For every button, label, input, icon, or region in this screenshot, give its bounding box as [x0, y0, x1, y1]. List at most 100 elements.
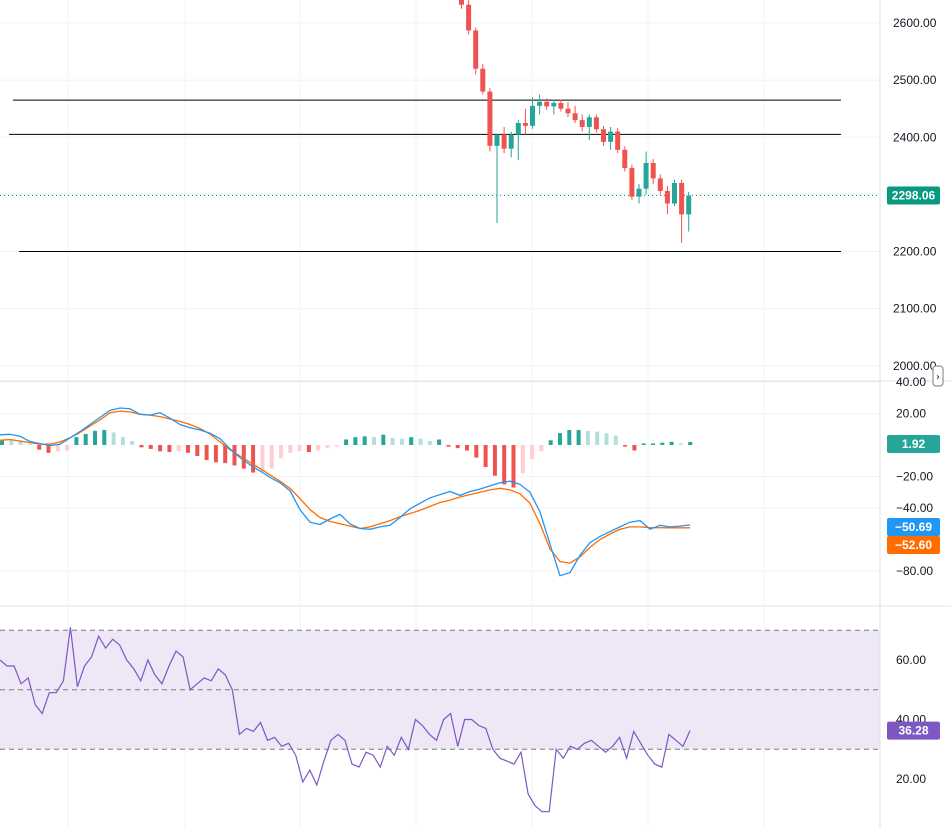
histogram-badge-background [887, 435, 940, 453]
histogram-badge: 1.92 [887, 435, 940, 453]
macd-tick-label: −40.00 [896, 501, 933, 515]
candle-body [629, 168, 635, 197]
macd-histogram-bar [167, 445, 172, 453]
candle[interactable] [494, 134, 500, 223]
candle-body [515, 122, 521, 135]
macd-histogram-bar [37, 445, 42, 450]
macd-histogram-bar [139, 445, 144, 448]
value-badges: 2298.06 1.92 −50.69 −52.60 36.28 [887, 186, 940, 740]
candle[interactable] [522, 108, 528, 135]
candle[interactable] [593, 114, 599, 133]
candle[interactable] [679, 179, 685, 243]
macd-histogram [0, 430, 693, 488]
macd-histogram-bar [46, 445, 51, 453]
candle[interactable] [544, 98, 550, 110]
macd-histogram-bar [688, 441, 693, 445]
candle-body [586, 117, 592, 127]
macd-histogram-bar [530, 445, 535, 460]
macd-histogram-bar [613, 435, 618, 445]
price-tick-label: 2100.00 [893, 302, 937, 316]
price-tick-label: 2200.00 [893, 245, 937, 259]
candle[interactable] [622, 146, 628, 172]
candle-body [686, 195, 692, 215]
candle[interactable] [636, 184, 642, 204]
macd-histogram-bar [213, 445, 218, 463]
macd-histogram-bar [678, 443, 683, 445]
horizontal-levels [9, 99, 841, 253]
macd-histogram-bar [409, 437, 414, 445]
macd-histogram-bar [492, 445, 497, 476]
candle[interactable] [537, 94, 543, 115]
candle[interactable] [629, 164, 635, 201]
macd-histogram-bar [83, 433, 88, 445]
macd-histogram-bar [288, 445, 293, 453]
macd-histogram-bar [334, 445, 339, 447]
macd-histogram-bar [465, 445, 469, 451]
candle[interactable] [643, 151, 649, 195]
candle[interactable] [657, 174, 663, 195]
macd-histogram-bar [204, 445, 209, 460]
macd-histogram-bar [65, 445, 70, 451]
macd-panel[interactable] [0, 407, 693, 577]
chevron-right-icon: › [936, 372, 940, 383]
rsi-panel[interactable] [0, 627, 880, 813]
macd-histogram-bar [483, 445, 488, 468]
candle[interactable] [480, 64, 486, 95]
candle[interactable] [565, 101, 571, 118]
macd-tick-label: 20.00 [896, 407, 926, 421]
candle-body [544, 101, 550, 107]
candle-body [650, 162, 656, 179]
signal-line [0, 410, 690, 564]
candle[interactable] [608, 126, 614, 150]
macd-histogram-bar [316, 445, 321, 451]
candle[interactable] [487, 88, 493, 152]
candle-body [487, 91, 493, 146]
price-scale[interactable]: 2600.002500.002400.002300.002200.002100.… [893, 16, 937, 786]
candle[interactable] [466, 0, 472, 35]
candle[interactable] [473, 27, 479, 75]
scale-handle[interactable]: › [932, 365, 944, 387]
macd-histogram-bar [55, 445, 60, 452]
candle-body [608, 131, 614, 142]
candle[interactable] [615, 128, 621, 154]
price-panel[interactable] [0, 0, 880, 253]
macd-histogram-bar [279, 445, 283, 459]
macd-badge-background [887, 518, 940, 536]
candle-body [537, 101, 543, 106]
candle[interactable] [664, 185, 670, 215]
macd-histogram-bar [223, 445, 228, 464]
rsi-band-lines [0, 629, 880, 750]
candle[interactable] [586, 114, 592, 141]
candle[interactable] [459, 0, 464, 9]
candle[interactable] [601, 125, 606, 146]
macd-histogram-bar [27, 443, 32, 445]
candle-body [522, 122, 528, 126]
macd-histogram-bar [186, 445, 190, 453]
candle[interactable] [501, 126, 507, 154]
macd-tick-label: 40.00 [896, 375, 926, 389]
candle[interactable] [530, 97, 535, 129]
histogram-badge-text: 1.92 [902, 437, 926, 451]
candle[interactable] [672, 179, 677, 206]
candle-body [473, 30, 479, 69]
macd-histogram-bar [576, 430, 581, 445]
macd-histogram-bar [176, 445, 181, 452]
candle[interactable] [551, 99, 557, 115]
candle[interactable] [579, 114, 585, 132]
candle[interactable] [572, 105, 578, 123]
macd-histogram-bar [399, 438, 404, 445]
candle-body [636, 188, 642, 197]
candle[interactable] [515, 120, 521, 161]
candle-body [593, 117, 599, 130]
candle[interactable] [508, 131, 514, 158]
candle-body [643, 162, 649, 189]
candle[interactable] [650, 158, 656, 185]
macd-histogram-bar [74, 437, 79, 445]
macd-histogram-bar [111, 432, 116, 445]
macd-histogram-bar [232, 445, 237, 466]
macd-histogram-bar [548, 440, 553, 445]
candle[interactable] [558, 99, 564, 112]
candle[interactable] [686, 192, 692, 232]
candle-body [466, 4, 472, 31]
